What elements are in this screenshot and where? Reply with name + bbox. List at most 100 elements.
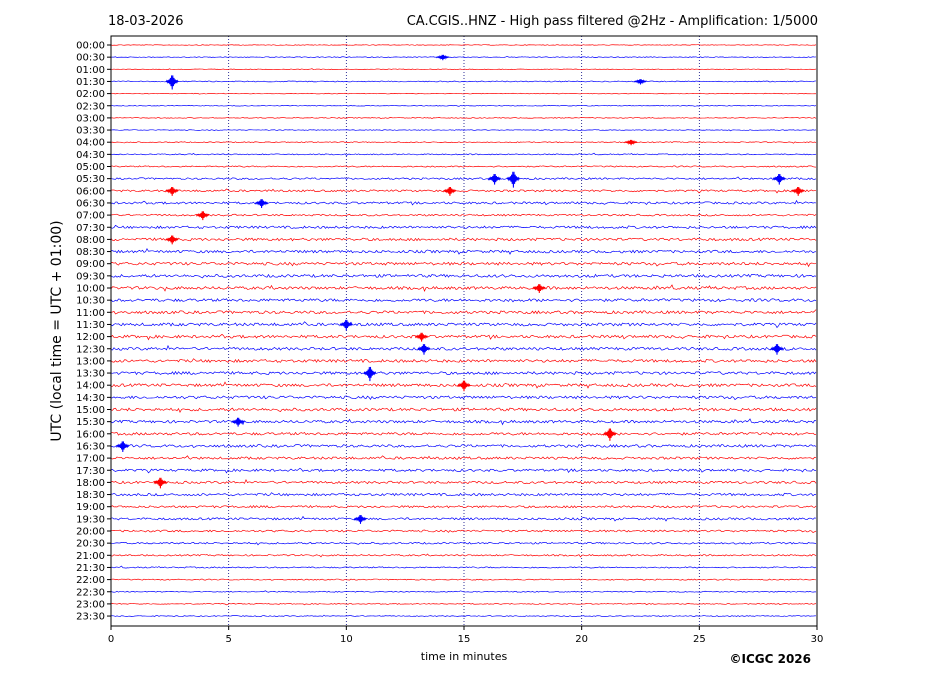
- y-tick-label: 10:30: [76, 296, 105, 307]
- y-tick-label: 12:00: [76, 332, 105, 343]
- event-burst: [443, 186, 457, 196]
- y-tick-label: 02:30: [76, 101, 105, 112]
- y-tick-label: 02:00: [76, 89, 105, 100]
- trace-2330: [110, 614, 817, 618]
- event-burst: [116, 441, 130, 452]
- trace-0000: [110, 44, 817, 46]
- trace-0300: [110, 117, 817, 120]
- y-tick-label: 15:30: [76, 417, 105, 428]
- trace-1730: [110, 467, 817, 474]
- y-tick-label: 13:00: [76, 356, 105, 367]
- trace-2200: [110, 578, 817, 581]
- y-tick-label: 03:00: [76, 113, 105, 124]
- vertical-gridlines: [228, 36, 700, 626]
- y-tick-label: 05:30: [76, 174, 105, 185]
- event-burst: [417, 344, 431, 355]
- event-burst: [488, 174, 502, 185]
- y-tick-label: 19:30: [76, 514, 105, 525]
- x-tick-label: 10: [340, 634, 353, 645]
- x-axis-ticks: 0 5 10 15 20 25 30: [108, 626, 824, 645]
- x-tick-label: 20: [575, 634, 588, 645]
- trace-1900: [110, 505, 817, 509]
- y-tick-label: 16:30: [76, 441, 105, 452]
- trace-0330: [110, 129, 817, 132]
- x-tick-label: 30: [811, 634, 824, 645]
- trace-2030: [110, 541, 817, 546]
- y-tick-label: 23:30: [76, 612, 105, 623]
- event-burst: [363, 366, 377, 382]
- y-tick-label: 20:00: [76, 527, 105, 538]
- x-tick-label: 25: [693, 634, 706, 645]
- y-tick-label: 00:00: [76, 41, 105, 52]
- y-tick-label: 15:00: [76, 405, 105, 416]
- y-tick-label: 17:30: [76, 466, 105, 477]
- y-tick-label: 01:30: [76, 77, 105, 88]
- trace-1230: [110, 344, 817, 351]
- event-burst: [506, 171, 520, 188]
- trace-1130: [110, 321, 817, 329]
- trace-1530: [110, 418, 817, 426]
- y-tick-label: 09:30: [76, 271, 105, 282]
- trace-0830: [110, 247, 817, 255]
- event-burst: [603, 428, 617, 441]
- trace-1700: [110, 455, 817, 460]
- trace-1630: [110, 444, 817, 448]
- trace-0130: [110, 80, 817, 83]
- event-burst: [624, 139, 638, 146]
- copyright-notice: ©ICGC 2026: [729, 652, 811, 666]
- trace-2000: [110, 529, 817, 534]
- event-burst: [532, 284, 546, 294]
- trace-0500: [110, 165, 817, 168]
- x-tick-label: 15: [458, 634, 471, 645]
- event-burst: [231, 417, 245, 427]
- trace-1000: [110, 284, 817, 292]
- y-tick-label: 11:30: [76, 320, 105, 331]
- trace-1100: [110, 309, 817, 315]
- event-burst: [255, 199, 268, 208]
- event-burst: [415, 332, 428, 342]
- trace-2300: [110, 602, 817, 606]
- y-tick-label: 18:30: [76, 490, 105, 501]
- y-tick-label: 17:00: [76, 454, 105, 465]
- y-tick-label: 11:00: [76, 308, 105, 319]
- event-burst: [354, 514, 367, 524]
- event-burst: [165, 235, 179, 245]
- trace-0630: [110, 199, 817, 206]
- trace-1330: [110, 370, 817, 376]
- y-tick-label: 09:00: [76, 259, 105, 270]
- chart-date: 18-03-2026: [108, 14, 184, 29]
- trace-2130: [110, 565, 817, 569]
- y-tick-label: 13:30: [76, 369, 105, 380]
- y-tick-label: 18:00: [76, 478, 105, 489]
- chart-title: CA.CGIS..HNZ - High pass filtered @2Hz -…: [407, 14, 818, 29]
- trace-0400: [110, 141, 817, 144]
- event-burst: [165, 75, 179, 90]
- trace-1830: [110, 492, 817, 497]
- event-burst: [339, 319, 353, 331]
- event-burst: [634, 79, 647, 85]
- event-burst: [153, 477, 167, 489]
- trace-1200: [110, 333, 817, 341]
- trace-0430: [110, 152, 817, 156]
- y-tick-label: 22:00: [76, 575, 105, 586]
- y-tick-label: 06:00: [76, 186, 105, 197]
- y-tick-label: 03:30: [76, 126, 105, 137]
- trace-0600: [110, 188, 817, 194]
- plot-frame: [110, 35, 818, 627]
- y-tick-label: 07:00: [76, 211, 105, 222]
- trace-0230: [110, 104, 817, 107]
- y-axis-label: UTC (local time = UTC + 01:00): [49, 220, 65, 441]
- trace-0530: [110, 176, 817, 181]
- trace-0930: [110, 273, 817, 279]
- y-tick-label: 23:00: [76, 599, 105, 610]
- y-tick-label: 10:00: [76, 284, 105, 295]
- y-tick-label: 06:30: [76, 198, 105, 209]
- y-tick-label: 20:30: [76, 539, 105, 550]
- trace-1430: [110, 395, 817, 401]
- x-tick-label: 5: [225, 634, 231, 645]
- y-tick-label: 00:30: [76, 53, 105, 64]
- trace-1300: [110, 358, 817, 363]
- y-tick-label: 04:30: [76, 150, 105, 161]
- seismic-events: [116, 54, 805, 524]
